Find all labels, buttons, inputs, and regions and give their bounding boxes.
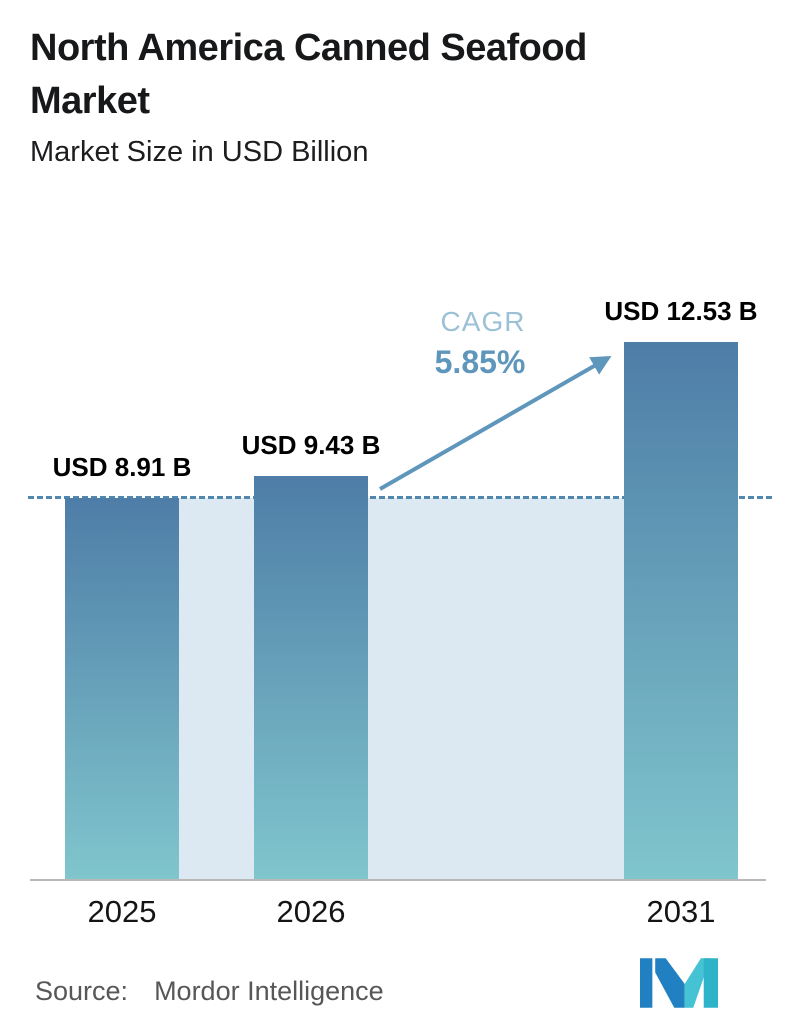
bar-value-label-2025: USD 8.91 B [52,452,192,482]
bar-value-label-2026: USD 9.43 B [241,430,381,460]
source-label: Source: [35,976,129,1006]
bar-value-label-2031: USD 12.53 B [604,296,758,326]
mordor-intelligence-logo [640,958,718,1008]
bar-2031 [624,342,738,881]
source-line: Source: Mordor Intelligence [35,976,384,1007]
x-tick-2026: 2026 [276,894,346,929]
baseline-dashed-line [28,496,772,499]
bar-2025 [65,498,179,881]
cagr-value: 5.85% [434,344,526,380]
chart-title: North America Canned Seafood Market [30,27,587,123]
source-value: Mordor Intelligence [154,976,384,1006]
bar-2026 [254,476,368,881]
chart-subtitle: Market Size in USD Billion [30,136,369,168]
cagr-label: CAGR [440,306,526,337]
x-tick-2031: 2031 [646,894,716,929]
x-tick-2025: 2025 [87,894,157,929]
x-axis-line [30,879,766,881]
